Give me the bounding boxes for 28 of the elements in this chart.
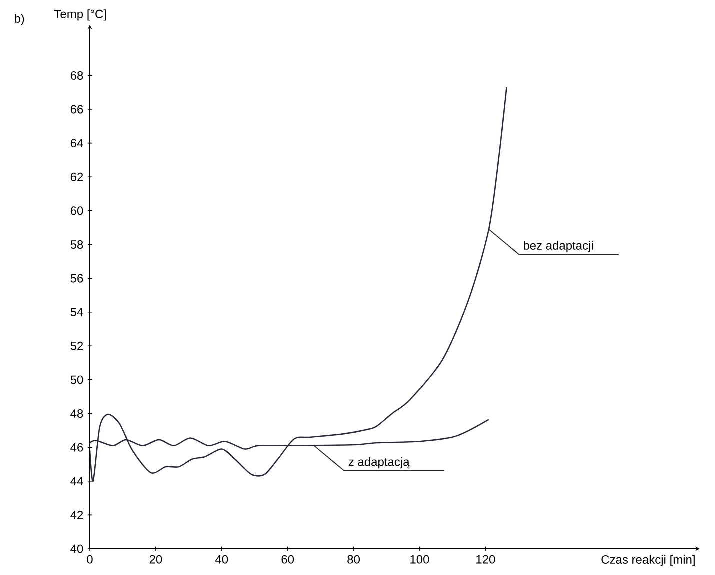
y-tick-label: 64 xyxy=(70,139,84,148)
x-tick-label: 40 xyxy=(216,555,228,564)
text: b) xyxy=(14,14,24,26)
annotation: bez adaptacji xyxy=(524,241,594,252)
y-tick-label: 58 xyxy=(70,240,84,249)
x-tick-label: 80 xyxy=(348,555,360,564)
line-series xyxy=(90,86,508,482)
y-tick-label: 68 xyxy=(70,71,84,80)
y-tick-label: 40 xyxy=(70,544,84,554)
y-tick-label: 56 xyxy=(70,274,84,283)
y-tick-label: 44 xyxy=(70,477,84,486)
y-tick-label: 52 xyxy=(70,342,84,350)
x-tick-label: 60 xyxy=(282,555,294,564)
x-tick-label: 100 xyxy=(410,555,430,564)
x-tick-label: 0 xyxy=(87,555,93,564)
y-tick-label: 46 xyxy=(70,443,84,452)
y-tick-label: 48 xyxy=(70,410,84,418)
x-axis-title: Czas reakcji [min] xyxy=(602,555,695,566)
y-tick-label: 50 xyxy=(70,376,84,384)
y-axis-title: Temp [°C] xyxy=(54,10,106,21)
x-tick-label: 20 xyxy=(150,555,162,564)
y-tick-label: 54 xyxy=(70,308,84,317)
y-tick-label: 60 xyxy=(70,206,84,216)
y-tick-label: 42 xyxy=(70,510,84,520)
y-tick-label: 66 xyxy=(70,105,84,114)
annotation: z adaptacją xyxy=(348,457,410,469)
x-tick-label: 120 xyxy=(476,555,496,564)
y-tick-label: 62 xyxy=(70,172,84,182)
